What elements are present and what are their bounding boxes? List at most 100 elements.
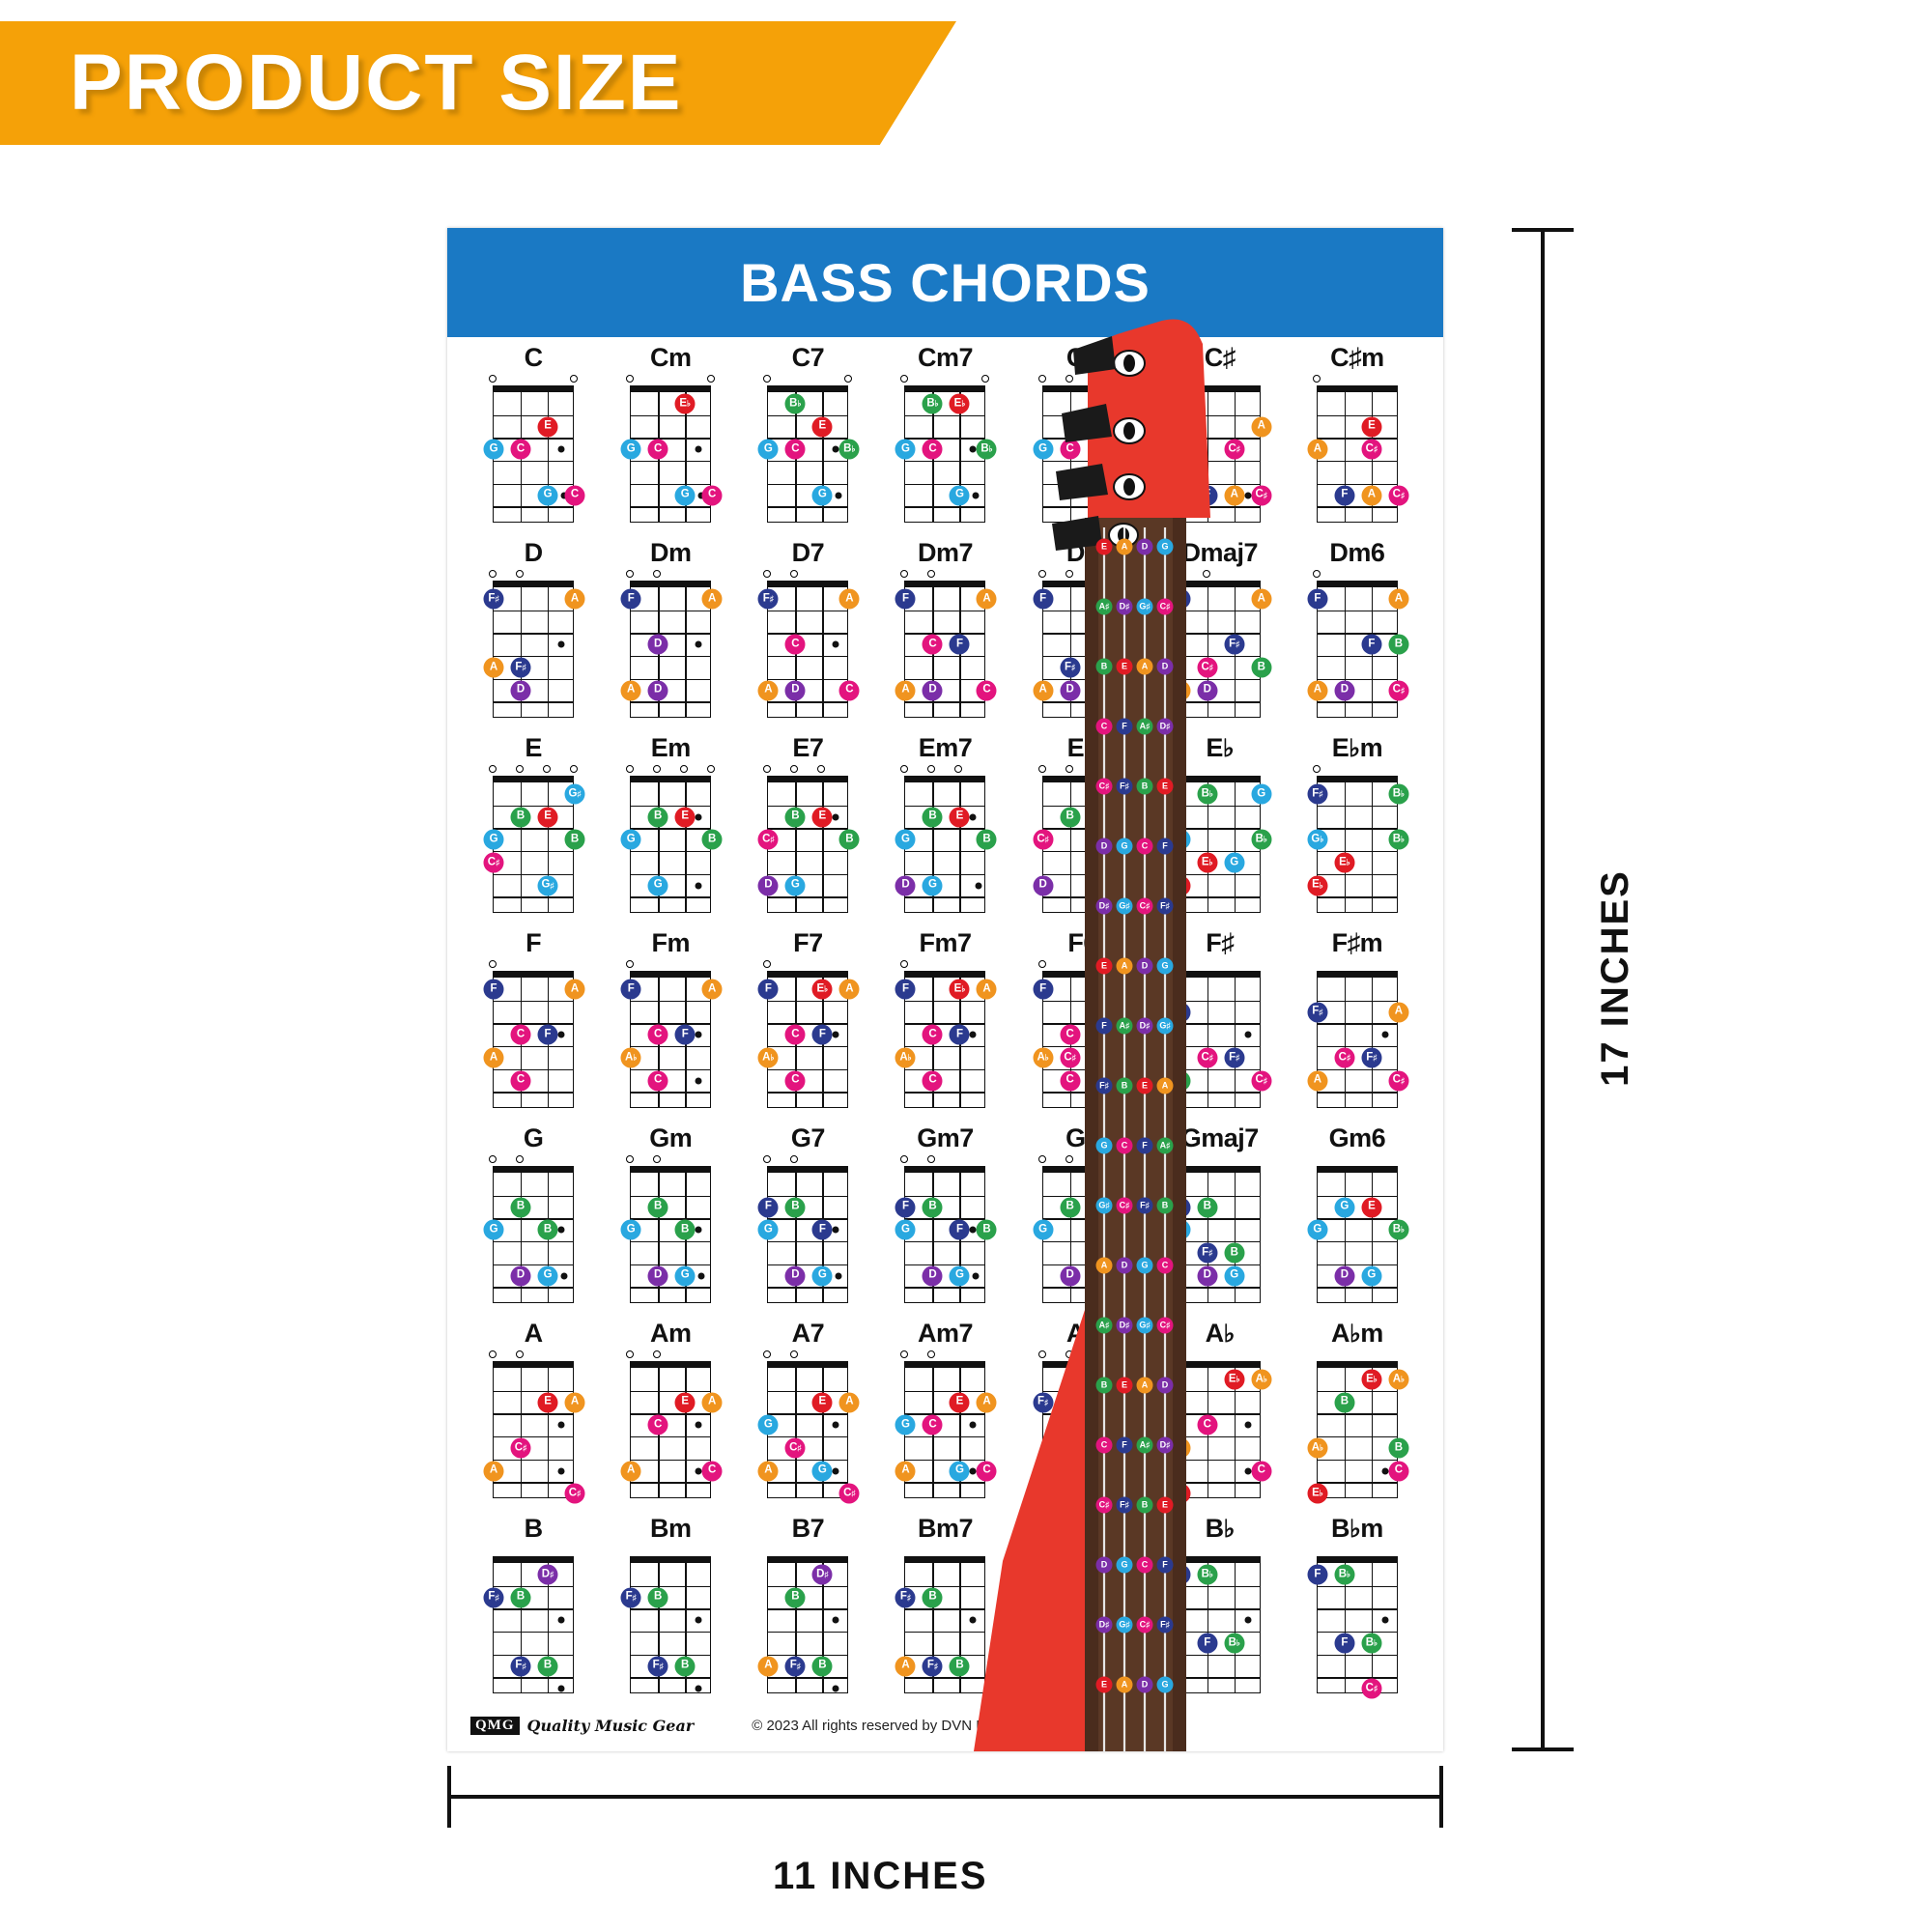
chord-note-marker: G: [1224, 852, 1245, 873]
chord-diagram-flatflat: B♭ F B ♭ F B ♭: [1151, 1513, 1289, 1702]
chord-name: E: [525, 733, 542, 762]
fret-line: [494, 873, 574, 876]
fret-line: [768, 1218, 848, 1220]
fret-line: [1042, 1264, 1122, 1266]
chord-note-marker: B: [647, 807, 668, 827]
chord-note-marker: C ♯: [564, 1483, 585, 1504]
fret-line: [631, 1390, 711, 1393]
chord-note-marker: A: [1224, 485, 1245, 505]
fret-line: [768, 414, 848, 417]
fret-line: [1179, 1482, 1260, 1484]
fret-line: [494, 1023, 574, 1025]
chord-note-marker: C ♯: [1114, 1483, 1135, 1504]
chord-note-marker: G: [1170, 1219, 1191, 1240]
string-line: [1344, 1173, 1347, 1302]
chord-name: B6: [1065, 1514, 1099, 1543]
chord-name: B♭m: [1331, 1514, 1383, 1543]
fret-line: [1179, 483, 1260, 486]
fret-line: [768, 1459, 848, 1462]
fret-line: [1317, 506, 1397, 508]
open-string-icon: [626, 1155, 635, 1163]
fret-line: [631, 1023, 711, 1025]
fret-line: [494, 1264, 574, 1266]
open-string-icon: [516, 570, 525, 578]
fretboard: D ♯ B A F ♯ B G ♯: [1033, 1556, 1123, 1699]
fret-line: [1317, 1092, 1397, 1094]
chord-note-marker: F: [949, 1219, 970, 1240]
chord-note-marker: E: [1087, 807, 1108, 827]
fret-line: [1317, 1264, 1397, 1266]
chord-note-marker: F: [949, 1024, 970, 1045]
chord-note-marker: B: [922, 1197, 943, 1217]
open-string-icon: [626, 1350, 635, 1358]
chord-diagram-flatm: Bm F ♯ B F ♯ B: [602, 1513, 739, 1702]
width-label: 11 INCHES: [773, 1855, 988, 1897]
fret-line: [1317, 1654, 1397, 1657]
chord-note-marker: A: [1361, 485, 1382, 505]
banner-title: PRODUCT SIZE: [70, 39, 683, 127]
chord-note-marker: C ♯: [1224, 439, 1245, 460]
chord-note-marker: A: [483, 1047, 504, 1068]
fret-line: [1042, 1390, 1122, 1393]
chord-note-marker: A: [701, 588, 723, 610]
chord-name: Am: [649, 1319, 692, 1348]
chord-name: E6: [1066, 733, 1099, 762]
chord-name: F: [526, 928, 542, 957]
chord-note-marker: A: [1388, 1002, 1409, 1022]
open-string-markers: [1289, 1544, 1426, 1556]
open-string-icon: [707, 765, 716, 773]
chord-note-marker: F: [483, 979, 504, 1000]
open-string-icon: [1037, 1155, 1046, 1163]
chord-note-marker: A: [838, 979, 860, 1000]
chord-note-marker: G: [895, 1219, 916, 1240]
chord-note-marker: B: [784, 1587, 806, 1607]
fret-line: [631, 483, 711, 486]
string-line: [521, 1368, 523, 1497]
chord-note-marker: E: [1361, 416, 1382, 437]
chord-note-marker: F ♯: [1060, 1656, 1081, 1676]
fret-line: [1042, 461, 1122, 463]
fret-dot: [560, 1272, 568, 1279]
copyright-text: © 2023 All rights reserved by DVN Produc…: [752, 1717, 1065, 1734]
fret-line: [905, 828, 985, 830]
chord-name: E♭: [1206, 733, 1235, 762]
open-string-markers: [602, 763, 739, 776]
chord-note-marker: B: [647, 1587, 668, 1607]
fret-line: [631, 506, 711, 508]
fret-dot: [557, 1467, 565, 1474]
chord-diagram-aflat: A♭ E ♭ A ♭ C A ♭ C E ♭: [1151, 1318, 1289, 1507]
fret-line: [494, 1287, 574, 1289]
chord-note-marker: A: [1114, 979, 1135, 1000]
string-line: [1344, 587, 1347, 717]
fret-line: [1042, 483, 1122, 486]
chord-note-marker: A: [1251, 416, 1272, 437]
chord-note-marker: C ♯: [1334, 1047, 1355, 1068]
fret-line: [494, 1677, 574, 1679]
open-string-markers: [465, 373, 602, 385]
open-string-markers: [739, 1544, 876, 1556]
string-line: [959, 392, 961, 522]
chord-note-marker: G: [1033, 1219, 1054, 1240]
fret-line: [1179, 1046, 1260, 1048]
chord-note-marker: E ♭: [949, 393, 970, 414]
chord-note-marker: C: [922, 1070, 943, 1091]
fret-line: [1179, 633, 1260, 635]
fret-line: [494, 1482, 574, 1484]
fret-line: [768, 1000, 848, 1003]
chord-note-marker: E: [1361, 1197, 1382, 1217]
fret-line: [905, 1195, 985, 1198]
fret-dot: [832, 1226, 839, 1234]
fret-line: [494, 1092, 574, 1094]
chord-note-marker: C ♯: [1251, 1070, 1272, 1091]
fret-line: [631, 1092, 711, 1094]
chord-note-marker: A ♭: [1170, 1437, 1191, 1459]
fret-line: [631, 461, 711, 463]
chord-diagram-dm7: Dm7 F A C F A D C: [876, 537, 1013, 726]
string-line: [1069, 1368, 1072, 1497]
chord-name: D: [524, 538, 544, 567]
open-string-icon: [707, 375, 716, 383]
fret-dot: [1244, 1467, 1252, 1474]
fret-line: [1179, 1218, 1260, 1220]
